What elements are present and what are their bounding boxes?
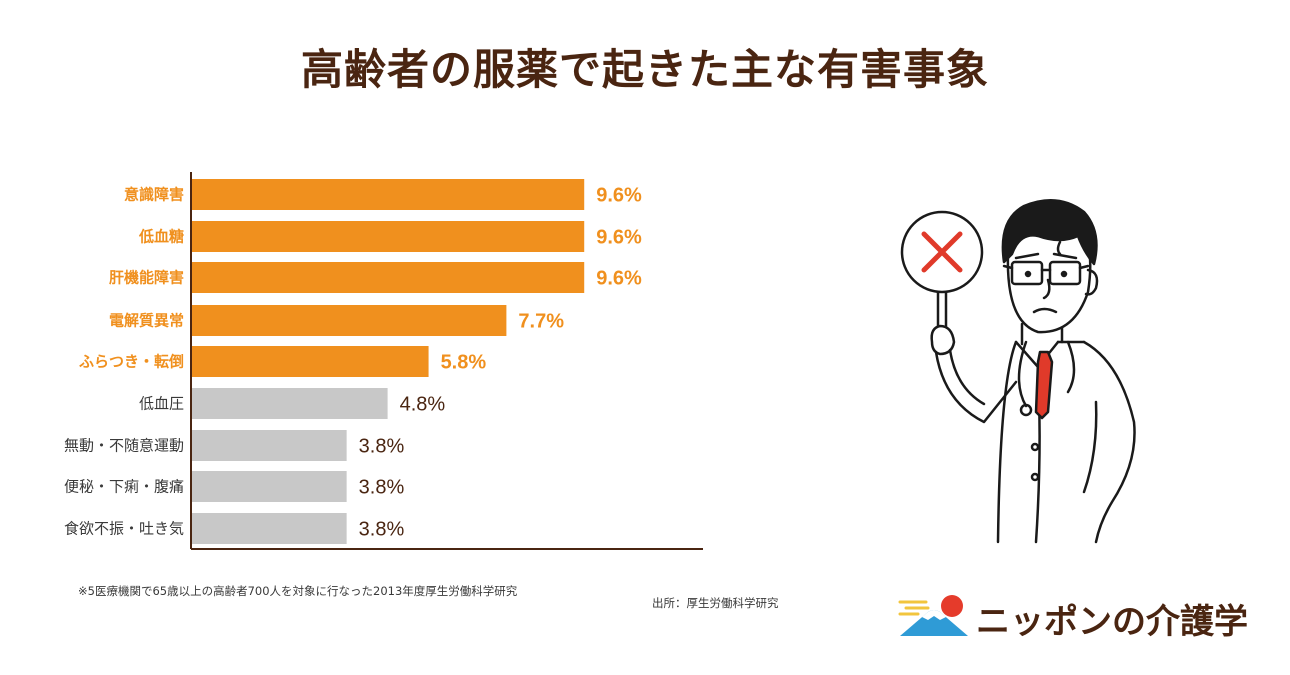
bar-1: [191, 179, 585, 210]
bar-8: [191, 471, 347, 502]
category-label: 低血圧: [139, 395, 184, 413]
category-label: 無動・不随意運動: [64, 437, 184, 455]
category-label: ふらつき・転倒: [79, 353, 184, 371]
value-label: 3.8%: [359, 477, 405, 499]
logo[interactable]: ニッポンの介護学: [898, 592, 1258, 642]
footnote: ※5医療機関で65歳以上の高齢者700人を対象に行なった2013年度厚生労働科学…: [78, 584, 518, 598]
value-label: 7.7%: [518, 311, 564, 333]
value-label: 9.6%: [596, 268, 642, 290]
value-label: 4.8%: [400, 394, 446, 416]
bar-4: [191, 305, 507, 336]
bar-7: [191, 430, 347, 461]
value-label: 9.6%: [596, 185, 642, 207]
chart-title: 高齢者の服薬で起きた主な有害事象: [300, 45, 989, 94]
value-label: 3.8%: [359, 436, 405, 458]
source-note: 出所：厚生労働科学研究: [652, 596, 779, 610]
category-label: 電解質異常: [109, 312, 184, 330]
value-label: 3.8%: [359, 519, 405, 541]
bar-9: [191, 513, 347, 544]
bar-6: [191, 388, 388, 419]
category-label: 食欲不振・吐き気: [64, 520, 184, 538]
mount-fuji-sun-icon: [898, 595, 968, 636]
category-label: 意識障害: [124, 186, 184, 204]
value-label: 9.6%: [596, 227, 642, 249]
bar-2: [191, 221, 585, 252]
value-label: 5.8%: [441, 352, 487, 374]
category-label: 便秘・下痢・腹痛: [64, 478, 184, 496]
bar-5: [191, 346, 429, 377]
bar-3: [191, 262, 585, 293]
doctor-holding-x-sign-icon: [900, 199, 1136, 544]
category-label: 肝機能障害: [109, 269, 184, 287]
category-label: 低血糖: [138, 228, 184, 246]
logo-text: ニッポンの介護学: [976, 602, 1248, 642]
